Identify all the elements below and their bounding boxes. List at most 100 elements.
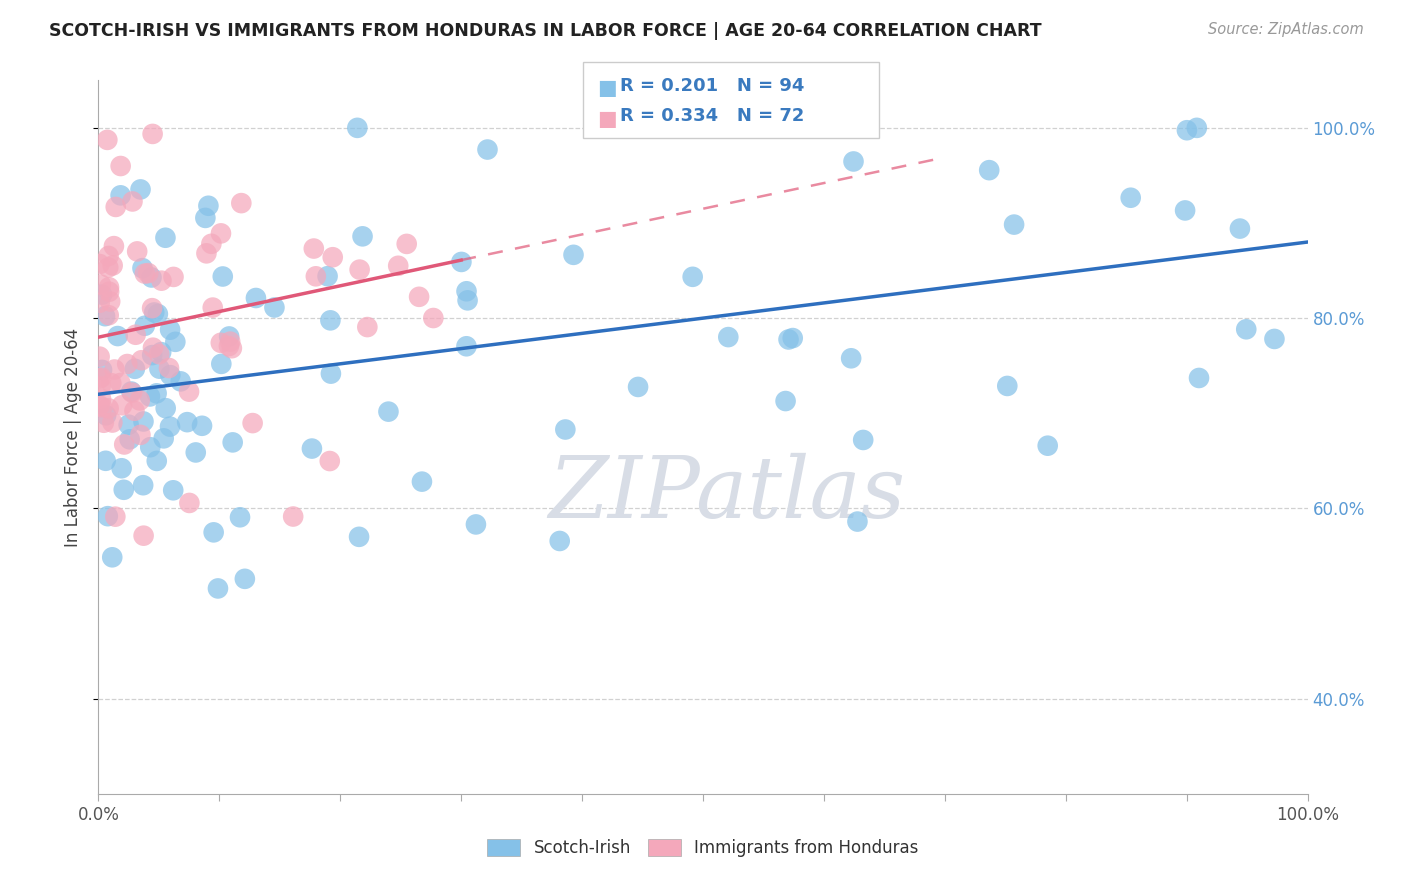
Point	[839, 351, 862, 366]
Point	[97, 308, 120, 322]
Point	[129, 428, 152, 442]
Point	[132, 529, 155, 543]
Point	[1036, 439, 1059, 453]
Point	[91, 401, 114, 415]
Point	[100, 376, 122, 391]
Point	[207, 582, 229, 596]
Point	[184, 445, 207, 459]
Point	[98, 294, 121, 309]
Point	[302, 242, 325, 256]
Point	[97, 249, 120, 263]
Point	[94, 309, 117, 323]
Point	[356, 320, 378, 334]
Point	[142, 127, 165, 141]
Point	[145, 386, 167, 401]
Point	[221, 435, 243, 450]
Point	[562, 248, 585, 262]
Point	[231, 196, 253, 211]
Point	[94, 409, 117, 423]
Point	[422, 311, 444, 326]
Point	[165, 334, 187, 349]
Point	[90, 277, 112, 292]
Point	[347, 530, 370, 544]
Point	[305, 269, 328, 284]
Point	[97, 260, 120, 275]
Point	[155, 231, 177, 245]
Point	[132, 415, 155, 429]
Point	[842, 154, 865, 169]
Point	[146, 307, 169, 321]
Point	[142, 341, 165, 355]
Point	[141, 301, 163, 315]
Point	[129, 182, 152, 196]
Point	[194, 211, 217, 225]
Point	[131, 353, 153, 368]
Point	[465, 517, 488, 532]
Point	[456, 285, 478, 299]
Point	[111, 461, 134, 475]
Point	[159, 323, 181, 337]
Point	[218, 339, 240, 353]
Point	[233, 572, 256, 586]
Point	[200, 236, 222, 251]
Point	[395, 236, 418, 251]
Point	[1119, 191, 1142, 205]
Point	[139, 389, 162, 403]
Point	[411, 475, 433, 489]
Point	[104, 200, 127, 214]
Point	[127, 244, 149, 259]
Point	[104, 509, 127, 524]
Point	[98, 285, 121, 299]
Point	[93, 416, 115, 430]
Point	[995, 379, 1018, 393]
Point	[91, 363, 114, 377]
Point	[775, 394, 797, 409]
Point	[132, 478, 155, 492]
Point	[209, 335, 232, 350]
Point	[110, 159, 132, 173]
Text: ■: ■	[598, 109, 617, 128]
Point	[176, 415, 198, 429]
Point	[346, 120, 368, 135]
Point	[121, 194, 143, 209]
Point	[322, 250, 344, 264]
Point	[101, 550, 124, 565]
Point	[141, 270, 163, 285]
Text: ZIPatlas: ZIPatlas	[548, 453, 905, 535]
Point	[245, 291, 267, 305]
Point	[229, 510, 252, 524]
Point	[319, 313, 342, 327]
Point	[319, 454, 342, 468]
Point	[152, 431, 174, 445]
Point	[112, 437, 135, 451]
Point	[103, 362, 125, 376]
Point	[197, 199, 219, 213]
Point	[110, 376, 132, 390]
Point	[134, 318, 156, 333]
Point	[89, 399, 111, 413]
Point	[89, 295, 111, 310]
Point	[139, 440, 162, 454]
Text: R = 0.334   N = 72: R = 0.334 N = 72	[620, 107, 804, 125]
Point	[1175, 123, 1198, 137]
Point	[118, 417, 141, 432]
Point	[221, 341, 243, 355]
Point	[554, 422, 576, 436]
Point	[157, 361, 180, 376]
Point	[159, 368, 181, 383]
Point	[201, 301, 224, 315]
Point	[107, 329, 129, 343]
Point	[97, 401, 120, 416]
Point	[457, 293, 479, 308]
Point	[1174, 203, 1197, 218]
Point	[89, 371, 111, 385]
Point	[91, 287, 114, 301]
Text: Source: ZipAtlas.com: Source: ZipAtlas.com	[1208, 22, 1364, 37]
Point	[387, 259, 409, 273]
Point	[263, 301, 285, 315]
Point	[120, 384, 142, 399]
Point	[111, 398, 134, 412]
Point	[124, 404, 146, 418]
Point	[377, 404, 399, 418]
Point	[90, 370, 112, 384]
